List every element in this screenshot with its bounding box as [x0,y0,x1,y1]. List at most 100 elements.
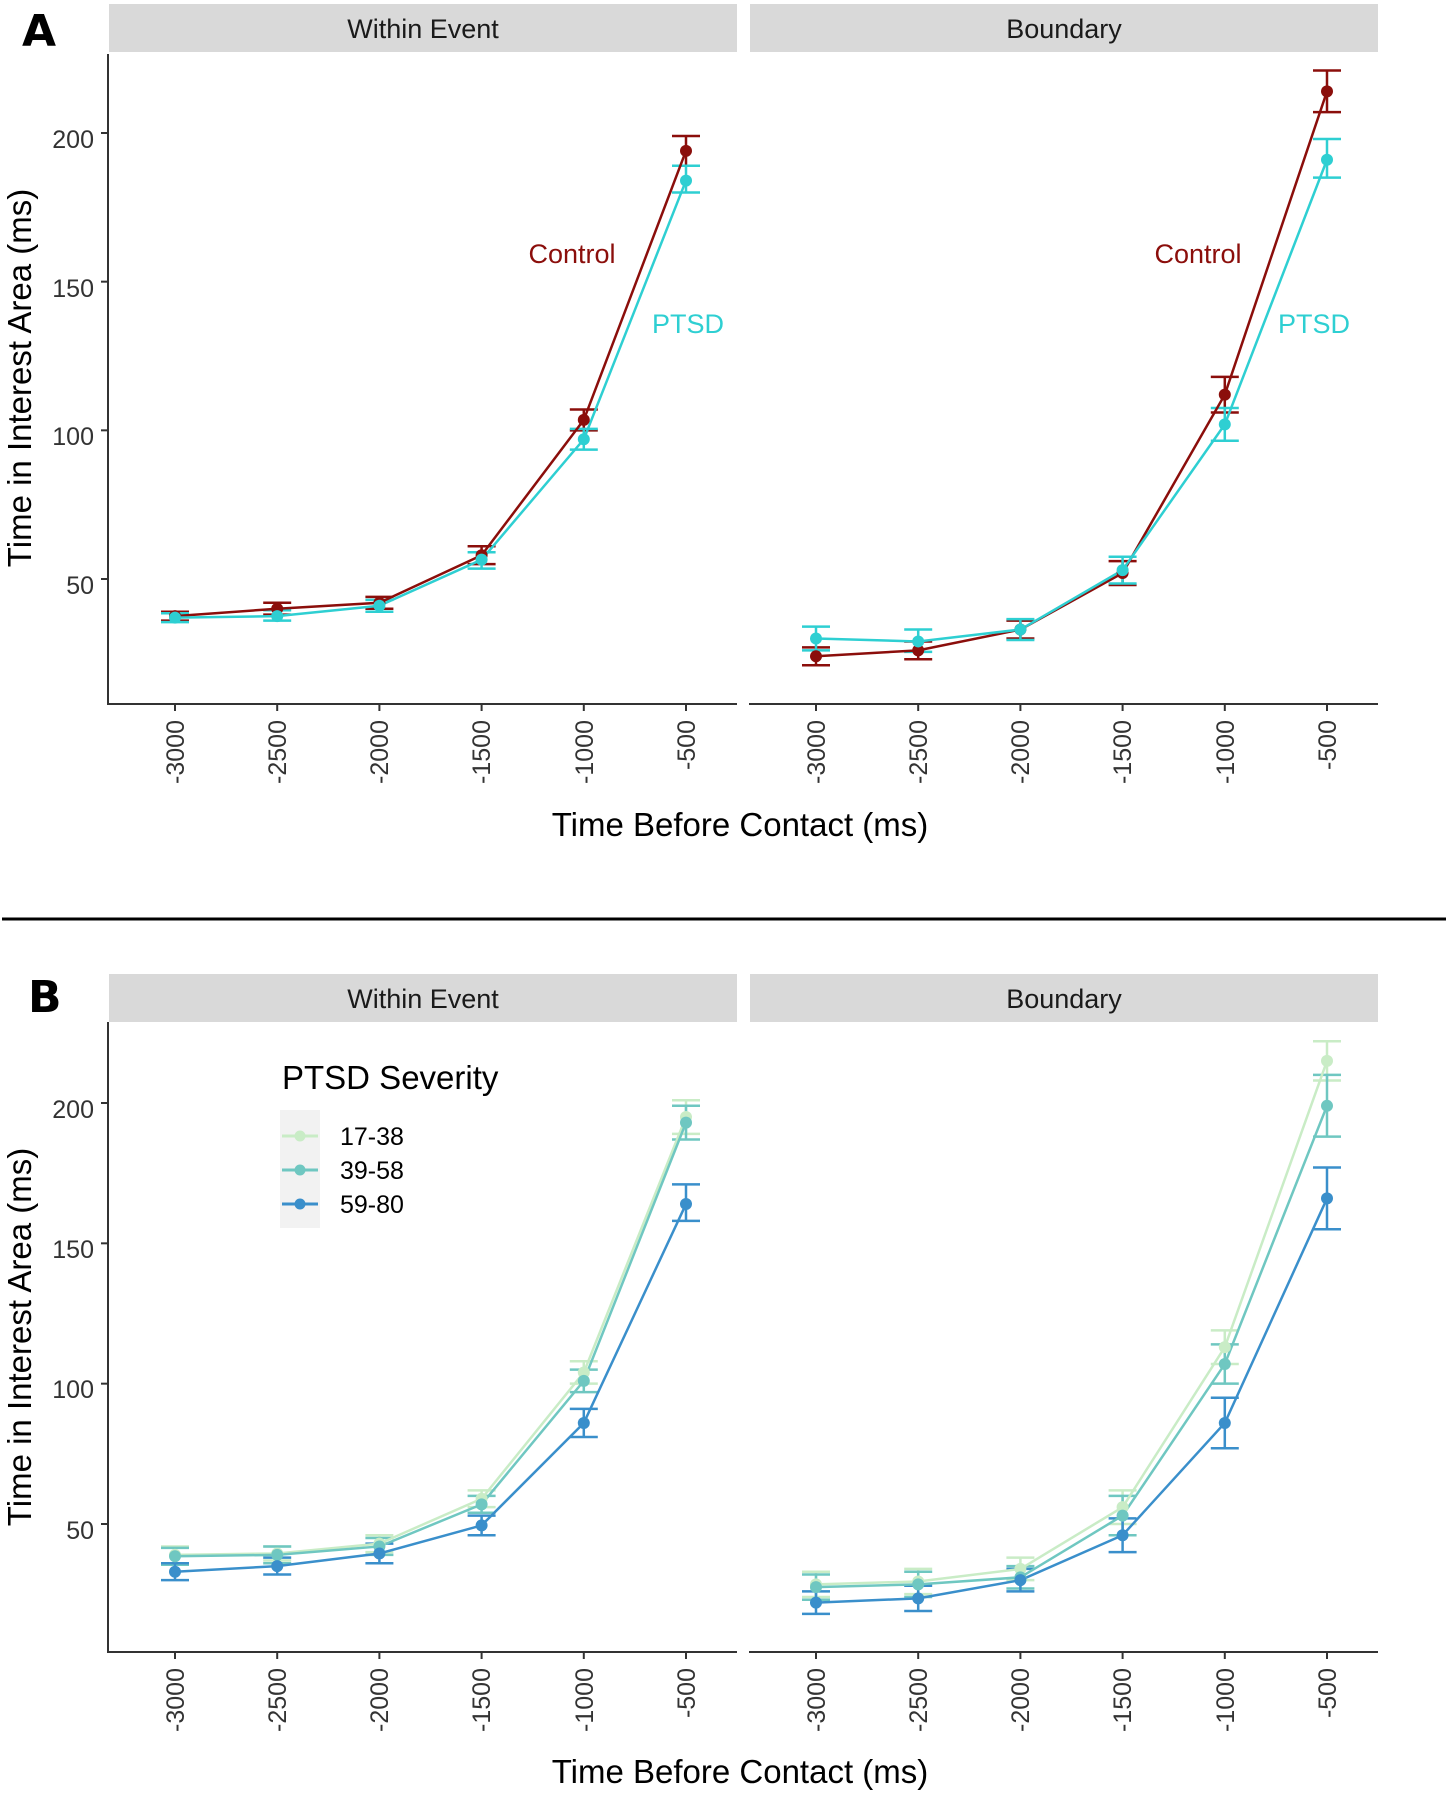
x-axis-title: Time Before Contact (ms) [552,1753,929,1790]
x-tick-label: -2500 [905,1668,933,1732]
data-point-ptsd [271,610,284,623]
annotation-control: Control [1154,239,1241,269]
data-point-39-58 [1321,1099,1333,1112]
data-point-control [912,644,925,657]
data-point-59-80 [1014,1574,1027,1587]
data-point-ptsd [373,599,386,612]
annotation-control: Control [528,239,615,269]
data-point-39-58 [271,1548,284,1561]
legend-entry: 17-38 [282,1123,404,1151]
annotation-ptsd: PTSD [1278,309,1350,339]
y-tick-label: 100 [52,423,94,451]
x-tick-label: -3000 [162,720,190,784]
x-tick-label: -2000 [1007,1668,1035,1732]
x-tick-label: -1000 [571,720,599,784]
series-line-control [815,90,1329,658]
data-point-control [1218,388,1231,401]
facet-within-event-b: Within Event [101,974,737,1659]
data-point-59-80 [680,1198,692,1211]
data-point-17-38 [577,1366,590,1379]
x-tick-label: -500 [673,720,701,770]
series-line-ptsd [815,159,1329,643]
legend-title: PTSD Severity [282,1059,499,1096]
y-axis-title: Time in Interest Area (ms) [1,189,38,567]
x-tick-label: -1500 [1109,720,1137,784]
data-point-17-38 [1116,1501,1129,1514]
y-axis-title: Time in Interest Area (ms) [1,1148,38,1526]
series-line-39-58 [174,1122,688,1558]
facet-title: Within Event [347,14,499,44]
data-point-ptsd [1014,623,1027,636]
x-tick-label: -3000 [803,720,831,784]
x-tick-label: -2500 [905,720,933,784]
y-tick-label: 50 [66,1517,94,1545]
legend-label: 59-80 [340,1191,404,1219]
facet-marks [802,1040,1341,1659]
data-point-ptsd [577,433,590,446]
x-tick-label: -1000 [571,1668,599,1732]
data-point-control [680,144,692,157]
facet-strip [109,4,737,52]
panel-label-b: B [28,972,62,1023]
data-point-59-80 [912,1592,925,1605]
data-point-17-38 [1321,1054,1333,1067]
data-point-17-38 [1218,1341,1231,1354]
data-point-59-80 [810,1596,822,1609]
facet-boundary-a: Boundary [749,4,1378,711]
data-point-39-58 [169,1550,181,1563]
data-point-ptsd [475,553,488,566]
x-tick-label: -2500 [264,1668,292,1732]
data-point-ptsd [1218,418,1231,431]
x-axis-title: Time Before Contact (ms) [552,806,929,843]
facet-within-event-a: Within Event [101,4,737,711]
data-point-ptsd [1116,564,1129,577]
facet-marks [101,1098,700,1659]
annotation-ptsd: PTSD [652,309,724,339]
data-point-ptsd [169,611,181,624]
facet-strip [750,974,1378,1022]
x-tick-label: -500 [1314,1668,1342,1718]
x-tick-label: -1000 [1212,720,1240,784]
x-tick-label: -2000 [1007,720,1035,784]
legend-key-dot [294,1130,306,1142]
series-line-control [174,150,688,618]
data-point-39-58 [1116,1509,1129,1522]
x-tick-label: -500 [673,1668,701,1718]
data-point-59-80 [1321,1192,1333,1205]
data-point-39-58 [810,1581,822,1594]
legend-label: 17-38 [340,1123,404,1151]
data-point-59-80 [1116,1529,1129,1542]
data-point-39-58 [680,1116,692,1129]
data-point-39-58 [912,1578,925,1591]
series-line-17-38 [815,1060,1329,1586]
x-tick-label: -1500 [1109,1668,1137,1732]
y-tick-label: 150 [52,275,94,303]
data-point-59-80 [1218,1416,1231,1429]
facet-boundary-b: Boundary [749,974,1378,1659]
y-tick-label: 200 [52,126,94,154]
y-tick-label: 200 [52,1096,94,1124]
legend-key-dot [294,1164,306,1176]
facet-title: Boundary [1006,14,1122,44]
x-tick-label: -3000 [162,1668,190,1732]
facet-marks [802,69,1341,711]
x-tick-label: -500 [1314,720,1342,770]
facet-marks [101,132,700,711]
x-tick-label: -1500 [468,1668,496,1732]
y-tick-label: 50 [66,572,94,600]
x-tick-label: -1500 [468,720,496,784]
series-line-59-80 [815,1197,1329,1604]
y-tick-label: 100 [52,1376,94,1404]
y-tick-label: 150 [52,1236,94,1264]
facet-title: Within Event [347,984,499,1014]
data-point-17-38 [1014,1562,1027,1575]
legend-entry: 59-80 [282,1191,404,1219]
data-point-control [577,413,590,426]
x-tick-label: -2000 [366,1668,394,1732]
data-point-39-58 [475,1498,488,1511]
data-point-59-80 [271,1560,284,1573]
legend-entry: 39-58 [282,1157,404,1185]
facet-title: Boundary [1006,984,1122,1014]
x-tick-label: -1000 [1212,1668,1240,1732]
data-point-ptsd [810,632,822,645]
